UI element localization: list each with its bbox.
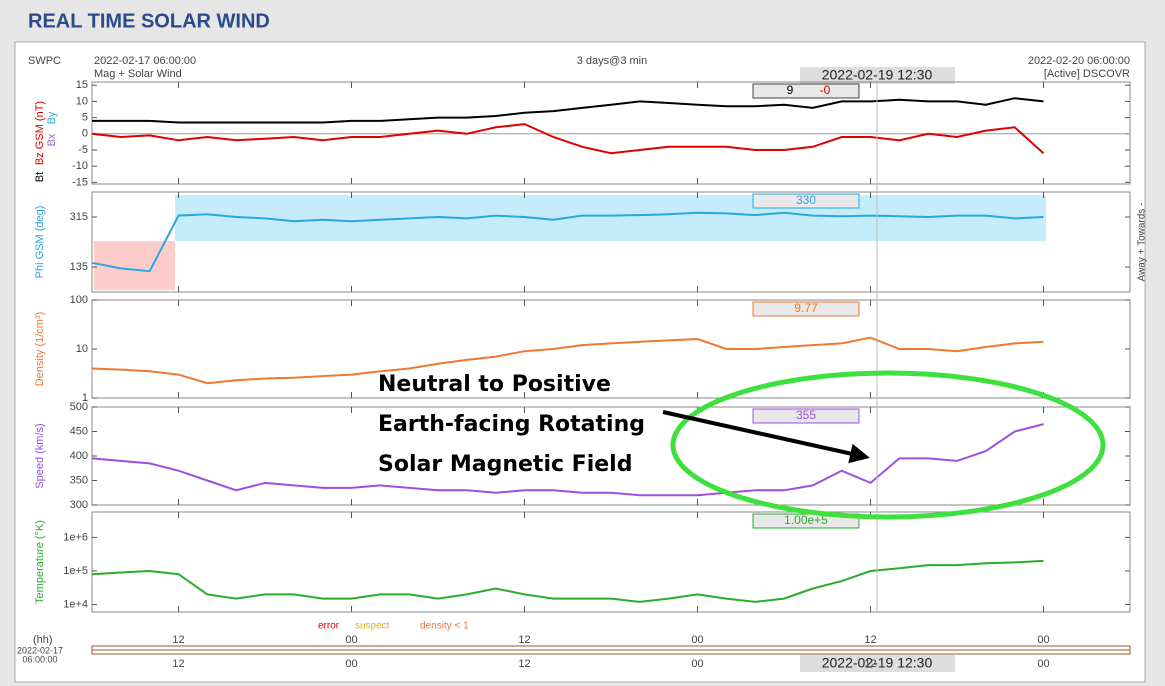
sector-label: Away + Towards -	[1137, 203, 1148, 282]
y-tick-label: 500	[70, 401, 88, 413]
product: Mag + Solar Wind	[94, 68, 182, 80]
y-tick-label: 1	[82, 392, 88, 404]
series-line	[91, 211, 1044, 273]
y-tick-label: 100	[70, 294, 88, 306]
highlight-ellipse	[670, 370, 1106, 520]
quality-legend: density < 1	[420, 621, 469, 632]
y-axis-label: Speed (km/s)	[34, 423, 46, 488]
readout: 9.77	[794, 301, 818, 315]
y-tick-label: 10	[76, 343, 88, 355]
start-time: 2022-02-17 06:00:00	[94, 55, 196, 67]
span: 3 days@3 min	[577, 55, 647, 67]
source: SWPC	[28, 55, 61, 67]
readout: 1.00e+5	[784, 513, 828, 527]
x-tick-label: 12	[864, 634, 876, 646]
panel-frame	[91, 191, 1131, 293]
footer-time: 06:00:00	[22, 654, 57, 664]
x-tick-label: 12	[518, 658, 530, 670]
cursor-box	[800, 67, 955, 84]
x-tick-label: 12	[172, 634, 184, 646]
y-tick-label: 1e+5	[63, 565, 88, 577]
x-tick-label: 00	[691, 634, 703, 646]
y-axis-label: Bz GSM (nT)	[34, 101, 46, 165]
series-line	[91, 559, 1044, 603]
y-tick-label: 400	[70, 450, 88, 462]
readout: 330	[796, 193, 816, 207]
y-axis-label: Phi GSM (deg)	[34, 206, 46, 279]
y-tick-label: 450	[70, 425, 88, 437]
y-tick-label: -15	[72, 176, 88, 188]
x-tick-label: 00	[345, 634, 357, 646]
readout-box	[752, 301, 860, 317]
x-tick-label: 12	[864, 658, 876, 670]
cursor-time: 2022-02-19 12:30	[822, 655, 933, 671]
y-tick-label: 350	[70, 474, 88, 486]
series-line	[91, 123, 1045, 155]
x-tick-label: 00	[691, 658, 703, 670]
series-line	[91, 423, 1044, 497]
plot-frame	[14, 41, 1146, 683]
component-label: Bt	[34, 172, 46, 182]
readout-box	[752, 193, 860, 209]
readout: 355	[796, 408, 816, 422]
time-unit: (hh)	[33, 634, 53, 646]
y-tick-label: 0	[82, 128, 88, 140]
annotation-line: Earth-facing Rotating	[378, 412, 645, 437]
component-label: By	[46, 111, 58, 124]
readout-box	[752, 408, 860, 424]
x-tick-label: 12	[172, 658, 184, 670]
y-tick-label: -10	[72, 160, 88, 172]
series-line	[92, 97, 1044, 124]
readout: 9	[787, 83, 794, 97]
page-title: REAL TIME SOLAR WIND	[28, 10, 270, 32]
series-line	[91, 336, 1044, 385]
readout: -0	[820, 83, 831, 97]
cursor-box	[800, 655, 955, 672]
quality-legend: suspect	[355, 621, 390, 632]
y-tick-label: 315	[70, 211, 88, 223]
cursor-time: 2022-02-19 12:30	[822, 67, 933, 83]
y-tick-label: 10	[76, 95, 88, 107]
readout-box	[752, 83, 860, 99]
y-axis-label: Temperature (°K)	[34, 520, 46, 604]
annotation-line: Solar Magnetic Field	[378, 452, 632, 477]
x-tick-label: 12	[518, 634, 530, 646]
y-tick-label: -5	[78, 144, 88, 156]
y-tick-label: 15	[76, 79, 88, 91]
x-tick-label: 00	[1037, 634, 1049, 646]
y-tick-label: 300	[70, 499, 88, 511]
component-label: Bx	[46, 133, 58, 146]
x-tick-label: 00	[345, 658, 357, 670]
panel-frame	[91, 81, 1131, 185]
panel-frame	[91, 511, 1131, 613]
y-tick-label: 1e+6	[63, 531, 88, 543]
spacecraft: [Active] DSCOVR	[1044, 68, 1130, 80]
arrow	[662, 410, 870, 464]
y-tick-label: 1e+4	[63, 598, 88, 610]
y-axis-label: Density (1/cm³)	[34, 312, 46, 387]
end-time: 2022-02-20 06:00:00	[1028, 55, 1130, 67]
annotation-line: Neutral to Positive	[378, 372, 611, 397]
y-tick-label: 135	[70, 261, 88, 273]
y-tick-label: 5	[82, 112, 88, 124]
x-tick-label: 00	[1037, 658, 1049, 670]
quality-legend: error	[318, 621, 340, 632]
footer-date: 2022-02-17	[17, 645, 63, 655]
away-shade	[175, 195, 1046, 241]
